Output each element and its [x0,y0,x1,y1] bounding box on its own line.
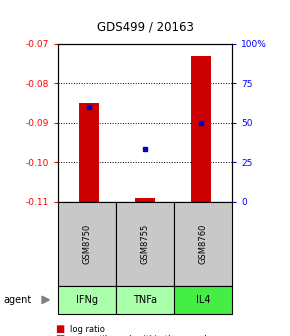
Text: IL4: IL4 [196,295,210,305]
Text: agent: agent [3,295,31,305]
Bar [79,103,99,202]
Text: ■: ■ [55,334,64,336]
Text: percentile rank within the sample: percentile rank within the sample [70,335,212,336]
Bar [191,55,211,202]
Text: IFNg: IFNg [76,295,98,305]
Text: log ratio: log ratio [70,325,104,334]
Bar [135,198,155,202]
Text: GSM8760: GSM8760 [198,223,208,264]
Text: TNFa: TNFa [133,295,157,305]
Text: GDS499 / 20163: GDS499 / 20163 [97,20,193,34]
Polygon shape [42,296,49,304]
Text: ■: ■ [55,324,64,334]
Text: GSM8750: GSM8750 [82,223,92,264]
Text: GSM8755: GSM8755 [140,223,150,264]
